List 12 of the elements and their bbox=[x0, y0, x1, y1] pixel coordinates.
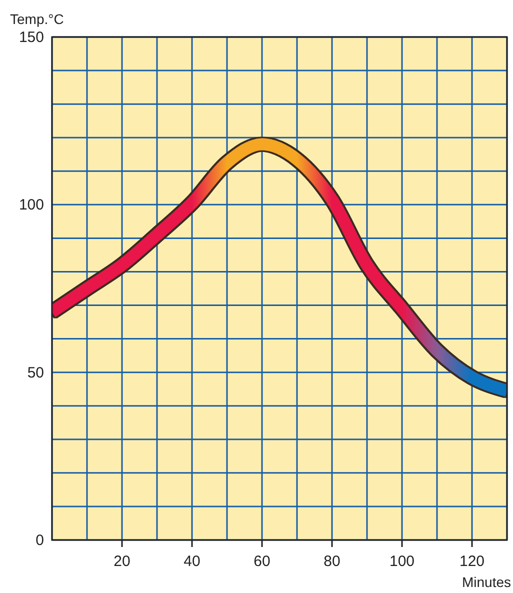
x-tick-label: 20 bbox=[114, 553, 130, 570]
y-tick-label: 0 bbox=[36, 532, 44, 549]
x-tick-label: 120 bbox=[459, 553, 485, 570]
x-tick-label: 100 bbox=[389, 553, 415, 570]
x-axis-title: Minutes bbox=[462, 574, 511, 590]
y-axis-title: Temp.°C bbox=[10, 11, 64, 27]
y-tick-label: 150 bbox=[18, 29, 44, 46]
x-tick-label: 80 bbox=[324, 553, 340, 570]
x-tick-label: 40 bbox=[184, 553, 200, 570]
x-tick-label: 60 bbox=[254, 553, 270, 570]
y-tick-label: 50 bbox=[27, 364, 44, 382]
y-tick-label: 100 bbox=[18, 196, 44, 214]
